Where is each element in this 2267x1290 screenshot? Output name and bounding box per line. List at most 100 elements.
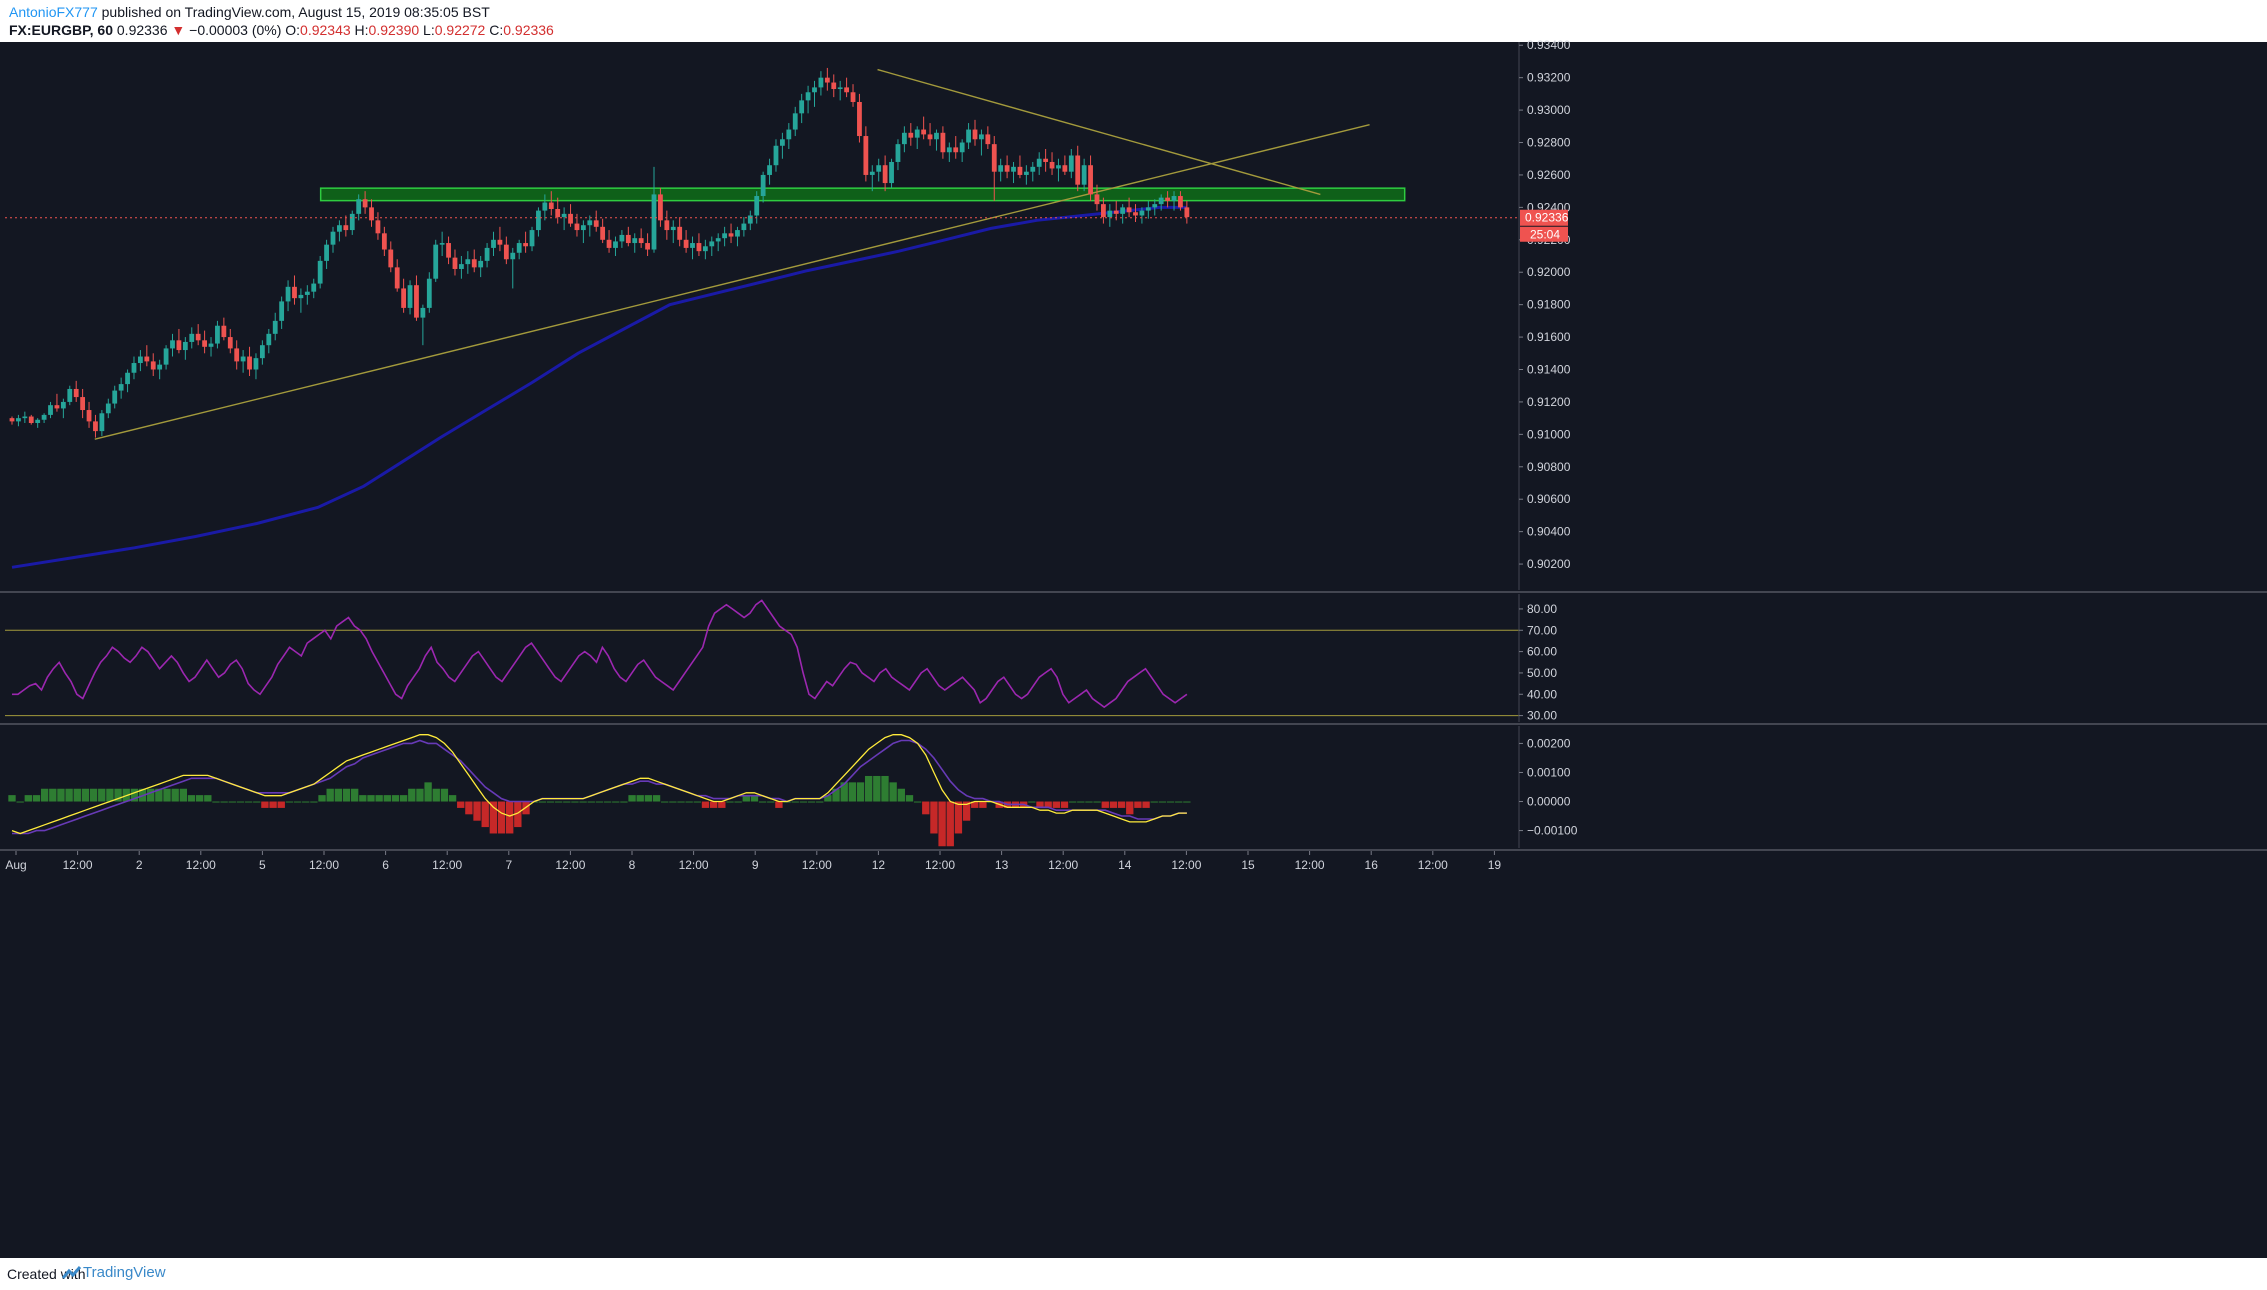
candle-body <box>587 220 593 226</box>
macd-histogram-bar <box>685 801 693 803</box>
chart-canvas[interactable]: 0.934000.932000.930000.928000.926000.924… <box>0 0 2267 1258</box>
macd-histogram-bar <box>677 801 685 803</box>
candle-body <box>638 238 644 244</box>
macd-histogram-bar <box>930 801 938 834</box>
candle-body <box>959 142 965 153</box>
candle-body <box>54 405 60 409</box>
time-tick-label: 12:00 <box>679 858 709 872</box>
candle-body <box>818 77 824 88</box>
candle-body <box>908 132 914 138</box>
candle-body <box>259 345 265 359</box>
last-price: 0.92336 <box>116 22 168 38</box>
macd-histogram-bar <box>73 788 81 802</box>
candle-body <box>831 82 837 90</box>
candle-body <box>324 244 329 261</box>
candle-body <box>1043 158 1049 162</box>
candle-body <box>195 333 201 341</box>
macd-histogram-bar <box>758 801 767 803</box>
symbol-label[interactable]: FX:EURGBP, 60 <box>9 22 113 38</box>
candle-body <box>1062 165 1068 172</box>
candle-body <box>625 234 631 244</box>
macd-histogram-bar <box>106 788 114 802</box>
candle-body <box>574 223 580 231</box>
publication-line: AntonioFX777 published on TradingView.co… <box>9 4 490 20</box>
candle-body <box>80 397 86 411</box>
macd-histogram-bar <box>326 788 334 802</box>
candle-body <box>805 92 811 101</box>
candle-body <box>767 165 772 175</box>
macd-histogram-bar <box>775 801 783 808</box>
candle-body <box>311 283 317 292</box>
macd-histogram-bar <box>1117 801 1126 808</box>
macd-histogram-bar <box>318 795 326 802</box>
time-axis[interactable]: Aug 12:00 2 12:00 5 12:00 6 12:00 7 12:00 8 12:00 9 1… <box>5 850 1501 872</box>
candle-body <box>356 199 362 214</box>
macd-histogram-bar <box>171 788 179 802</box>
candle-body <box>536 210 541 231</box>
candle-body <box>1133 212 1138 216</box>
candle-body <box>471 259 477 268</box>
candle-body <box>202 340 207 347</box>
macd-histogram-bar <box>856 782 865 802</box>
rsi-tick-label: 70.00 <box>1527 623 1557 637</box>
candle-body <box>1145 207 1151 211</box>
rsi-pane[interactable]: 80.00 70.00 60.00 50.00 40.00 30.00 <box>5 594 1557 723</box>
macd-histogram-bar <box>236 801 245 803</box>
pane-separators[interactable] <box>0 591 2267 851</box>
price-tick-label: 0.90600 <box>1527 492 1571 506</box>
candle-body <box>41 414 47 420</box>
candle-body <box>1184 207 1190 218</box>
rsi-tick-label: 80.00 <box>1527 602 1557 616</box>
candle-body <box>529 230 535 247</box>
candle-body <box>138 356 143 364</box>
candle-body <box>388 249 394 268</box>
candle-body <box>747 215 753 224</box>
macd-histogram-bar <box>269 801 277 808</box>
time-tick-label: 16 <box>1365 858 1379 872</box>
macd-histogram-bar <box>946 801 954 847</box>
candle-body <box>715 238 721 242</box>
candle-body <box>1165 197 1170 201</box>
macd-histogram-bar <box>1175 801 1183 803</box>
candle-body <box>600 226 606 240</box>
candle-body <box>1004 165 1010 172</box>
macd-histogram-bar <box>32 795 41 802</box>
macd-histogram-bar <box>130 788 139 802</box>
macd-histogram-bar <box>114 788 122 802</box>
macd-histogram-bar <box>416 788 424 802</box>
author-link[interactable]: AntonioFX777 <box>9 4 98 20</box>
macd-histogram-bar <box>383 795 391 802</box>
candle-body <box>401 288 407 308</box>
candle-body <box>144 356 150 362</box>
candle-body <box>60 401 66 409</box>
candle-body <box>1023 171 1029 175</box>
macd-histogram-bar <box>563 801 571 803</box>
candle-body <box>510 252 516 260</box>
rsi-tick-label: 50.00 <box>1527 666 1557 680</box>
candle-body <box>176 340 182 351</box>
countdown-label: 25:04 <box>1530 228 1560 242</box>
macd-histogram-bar <box>204 795 212 802</box>
price-pane[interactable]: 0.934000.932000.930000.928000.926000.924… <box>5 38 1571 590</box>
time-tick-label: 9 <box>752 858 759 872</box>
time-tick-label: 7 <box>505 858 512 872</box>
candle-body <box>516 243 522 253</box>
candle-body <box>337 225 342 232</box>
macd-pane[interactable]: 0.00200 0.00100 0.00000 −0.00100 <box>8 726 1578 848</box>
price-tick-label: 0.92800 <box>1527 136 1571 150</box>
macd-histogram-bar <box>546 801 555 803</box>
price-tick-label: 0.91200 <box>1527 395 1571 409</box>
open-label: O: <box>285 22 301 38</box>
candle-body <box>1107 210 1113 218</box>
descending-trendline <box>877 68 1321 196</box>
candle-body <box>433 244 439 279</box>
candle-body <box>304 291 310 295</box>
candle-body <box>1036 158 1042 167</box>
macd-histogram-bar <box>1093 801 1101 803</box>
countdown-badge <box>1520 226 1568 242</box>
macd-histogram-bar <box>1028 801 1036 803</box>
price-tick-label: 0.93400 <box>1527 38 1571 52</box>
macd-histogram-bar <box>554 801 563 803</box>
close-value: 0.92336 <box>503 22 554 38</box>
tradingview-brand[interactable]: TradingView <box>83 1264 166 1281</box>
